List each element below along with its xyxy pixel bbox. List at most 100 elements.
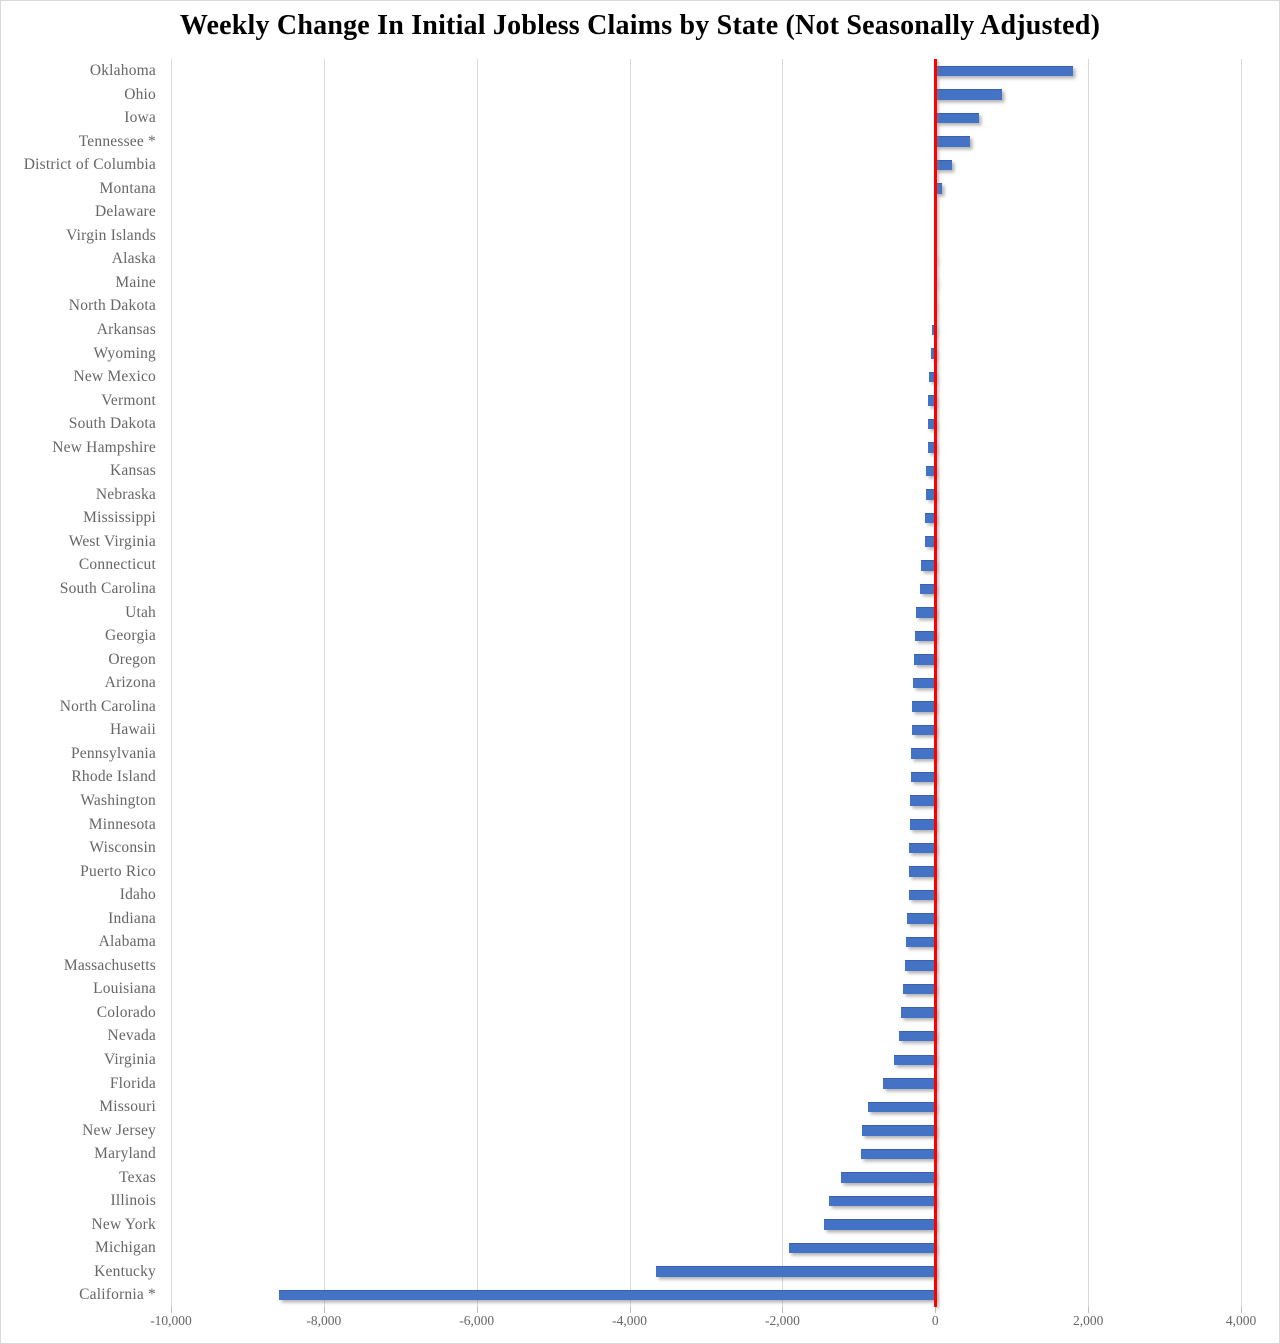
x-tick-label: 0 (931, 1313, 939, 1328)
state-bar (912, 677, 936, 689)
axis-tick-mark (782, 1307, 784, 1313)
state-bar (868, 1101, 936, 1113)
state-bar (905, 960, 936, 971)
state-label: Hawaii (110, 721, 156, 739)
state-bar (909, 842, 936, 854)
x-tick-label: 4,000 (1225, 1313, 1257, 1328)
gridline (782, 59, 784, 1307)
axis-tick-mark (171, 1307, 172, 1313)
state-label: Oklahoma (89, 62, 156, 79)
chart-title: Weekly Change In Initial Jobless Claims … (179, 10, 1101, 41)
state-bar (929, 371, 936, 383)
state-bar (915, 630, 936, 642)
plot-area (171, 59, 1242, 1313)
state-label: West Virginia (68, 532, 156, 550)
state-label: Alaska (111, 250, 156, 268)
state-label: Massachusetts (63, 956, 156, 974)
state-label: Idaho (119, 886, 156, 904)
axis-tick-mark (476, 1307, 478, 1313)
state-label: New Jersey (82, 1121, 156, 1139)
state-label: Vermont (101, 391, 156, 409)
state-label: Indiana (108, 909, 156, 927)
x-tick-label: -10,000 (150, 1313, 192, 1328)
state-bar (924, 536, 936, 547)
state-label: South Carolina (59, 580, 156, 598)
x-tick-label: -8,000 (306, 1313, 342, 1328)
state-label: Mississippi (83, 509, 156, 527)
state-bar (894, 1054, 936, 1065)
state-bar (935, 89, 1002, 100)
state-label: Iowa (124, 109, 156, 127)
state-label: Nebraska (95, 485, 156, 503)
state-label: Washington (80, 791, 156, 809)
state-bar (935, 136, 970, 147)
state-label: Wisconsin (89, 839, 156, 857)
state-label: Illinois (110, 1192, 156, 1210)
state-bar (903, 983, 936, 995)
state-bar (841, 1172, 936, 1183)
state-bar (908, 866, 936, 877)
state-label: Alabama (98, 933, 156, 951)
axis-tick-mark (1088, 1307, 1090, 1313)
state-label: North Carolina (59, 697, 156, 715)
state-label: Virgin Islands (66, 226, 156, 244)
state-bar (926, 465, 936, 477)
state-label: Michigan (94, 1239, 156, 1257)
x-tick-label: -2,000 (764, 1313, 800, 1328)
axis-tick-mark (629, 1307, 631, 1313)
state-bar (910, 795, 936, 806)
state-bar (860, 1148, 936, 1160)
state-label: Louisiana (93, 980, 156, 998)
state-label: Missouri (99, 1098, 156, 1116)
state-label: Texas (119, 1168, 156, 1186)
state-label: Maine (115, 273, 156, 291)
state-label: Pennsylvania (70, 744, 156, 762)
state-bar (911, 724, 936, 736)
state-bar (906, 936, 936, 948)
state-bar (910, 819, 936, 830)
state-label: New York (91, 1215, 156, 1233)
zero-baseline (934, 59, 937, 1307)
state-bar (900, 1007, 936, 1018)
state-bar (935, 183, 943, 194)
state-label: North Dakota (68, 297, 156, 315)
state-label: Georgia (104, 627, 156, 645)
state-bar (935, 65, 1073, 77)
state-label: District of Columbia (23, 156, 156, 174)
state-bar (907, 913, 936, 924)
state-label: Florida (109, 1074, 156, 1092)
state-label: Montana (99, 179, 156, 197)
state-label: Delaware (95, 203, 156, 221)
state-bar (928, 418, 936, 430)
state-bar (920, 560, 936, 571)
axis-tick-mark (935, 1307, 937, 1313)
state-bar (278, 1289, 936, 1301)
state-bar (925, 489, 936, 500)
state-bar (898, 1030, 936, 1042)
gridline (629, 59, 631, 1307)
state-bar (862, 1125, 936, 1136)
x-tick-label: -4,000 (612, 1313, 647, 1328)
state-bar (913, 654, 936, 665)
value-axis-labels: -10,000 -8,000 -6,000 -4,000 -2,000 0 2,000 4,0… (150, 1313, 1256, 1339)
state-label: Kansas (110, 462, 156, 480)
state-bar (935, 112, 979, 124)
state-bar (925, 512, 936, 524)
state-label: Kentucky (94, 1262, 156, 1280)
state-label: Maryland (94, 1145, 156, 1163)
axis-tick-mark (323, 1307, 325, 1313)
category-axis-labels: Oklahoma Ohio Iowa Tennessee * District of C… (1, 59, 163, 1307)
state-label: Arizona (104, 674, 156, 692)
state-bar (932, 324, 936, 336)
state-label: Minnesota (88, 815, 156, 833)
state-bar (910, 771, 936, 783)
state-label: New Hampshire (52, 438, 156, 456)
gridline (1088, 59, 1090, 1307)
state-label: Arkansas (96, 321, 156, 339)
state-bar (828, 1195, 936, 1207)
state-bar (931, 348, 936, 359)
state-bar (911, 748, 936, 759)
state-label: Wyoming (93, 344, 156, 362)
state-bar (908, 889, 936, 901)
